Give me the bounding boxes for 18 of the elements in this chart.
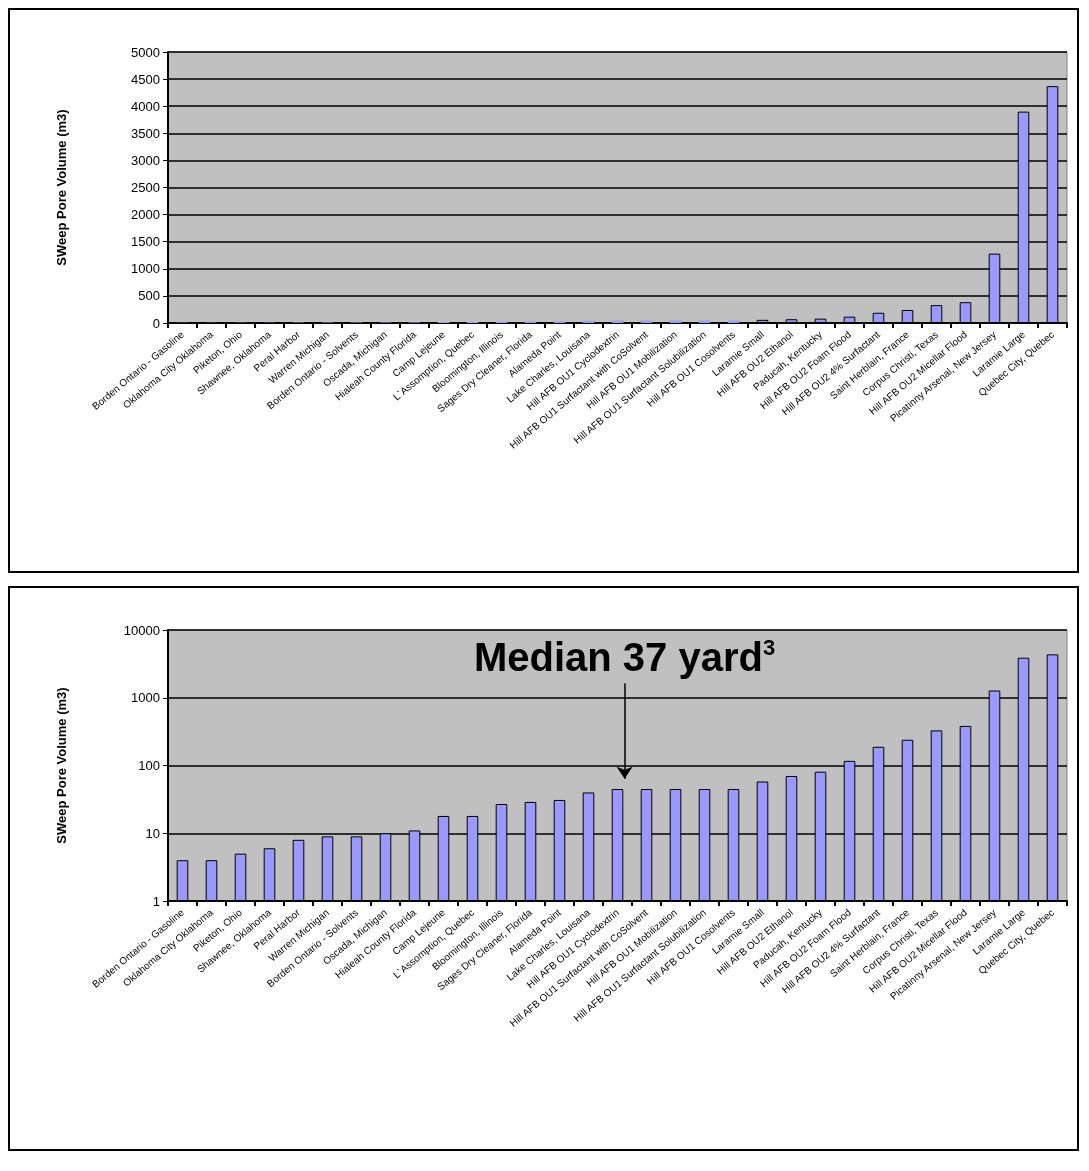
y-axis-title: SWeep Pore Volume (m3) (54, 109, 69, 266)
y-tick-label: 2500 (131, 180, 160, 195)
y-tick-label: 5000 (131, 44, 160, 60)
y-tick-label: 10000 (123, 622, 160, 638)
y-tick-label: 100 (138, 758, 160, 773)
y-tick-label: 1000 (131, 261, 160, 277)
y-tick-label: 2000 (131, 207, 160, 223)
y-tick-label: 1500 (131, 234, 160, 250)
y-tick-label: 1000 (131, 690, 160, 706)
y-tick-label: 1 (152, 893, 160, 909)
y-tick-label: 10 (145, 825, 160, 841)
y-axis-title: SWeep Pore Volume (m3) (54, 687, 69, 844)
y-tick-label: 4000 (131, 98, 160, 114)
y-tick-label: 3500 (131, 125, 160, 141)
y-tick-label: 3000 (131, 152, 160, 168)
y-tick-label: 4500 (131, 71, 160, 87)
y-tick-label: 0 (152, 315, 160, 331)
y-tick-label: 500 (138, 288, 160, 304)
